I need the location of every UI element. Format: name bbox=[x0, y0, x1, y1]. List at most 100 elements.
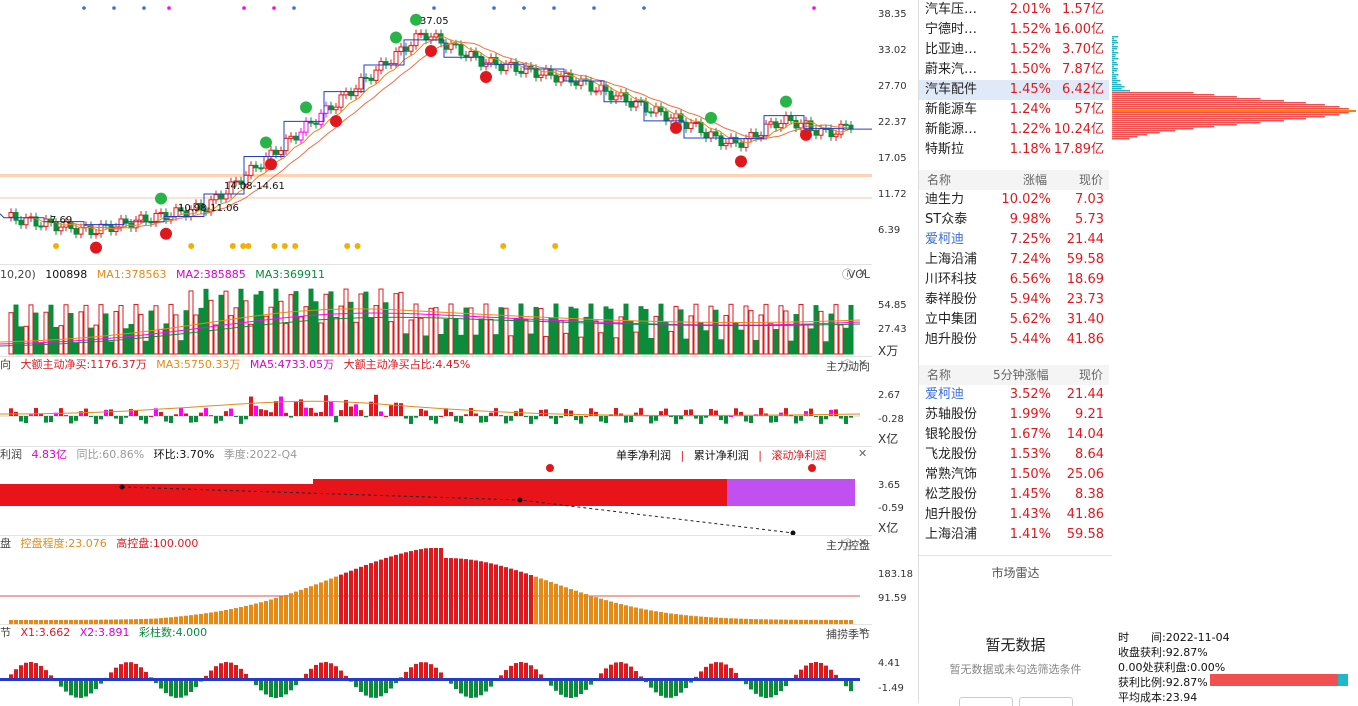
control-bar bbox=[664, 612, 668, 624]
table-row[interactable]: 新能源… 1.22% 10.24亿 bbox=[919, 120, 1109, 140]
catch-bar bbox=[224, 662, 228, 680]
table-row[interactable]: 上海沿浦 7.24% 59.58 bbox=[919, 250, 1109, 270]
catch-bar bbox=[194, 680, 198, 688]
catch-bar bbox=[204, 675, 208, 680]
catch-indicator-name[interactable]: 捕捞季节 bbox=[826, 628, 870, 641]
help-icon[interactable]: ⓘ bbox=[842, 268, 853, 281]
table-row[interactable]: 迪生力 10.02% 7.03 bbox=[919, 190, 1109, 210]
table-row[interactable]: 泰祥股份 5.94% 23.73 bbox=[919, 290, 1109, 310]
volume-bar bbox=[223, 290, 229, 355]
close-icon[interactable]: ✕ bbox=[858, 625, 868, 638]
candle bbox=[443, 42, 449, 50]
flow-bar bbox=[739, 411, 743, 416]
table-row[interactable]: 蔚来汽… 1.50% 7.87亿 bbox=[919, 60, 1109, 80]
col-price[interactable]: 现价 bbox=[1079, 173, 1104, 187]
cell-name: 上海沿浦 bbox=[925, 252, 978, 267]
cell-price: 9.21 bbox=[1075, 407, 1104, 422]
catch-bar bbox=[304, 673, 308, 680]
flow-indicator-name[interactable]: 主力动向 bbox=[826, 360, 870, 373]
table-row[interactable]: 爱柯迪 3.52% 21.44 bbox=[919, 385, 1109, 405]
table-row[interactable]: 汽车配件 1.45% 6.42亿 bbox=[919, 80, 1109, 100]
table-row[interactable]: ST众泰 9.98% 5.73 bbox=[919, 210, 1109, 230]
table-row[interactable]: 川环科技 6.56% 18.69 bbox=[919, 270, 1109, 290]
volume-bar bbox=[543, 335, 549, 355]
close-icon[interactable]: ✕ bbox=[858, 266, 868, 279]
col-name[interactable]: 名称 bbox=[927, 173, 952, 187]
cell-price: 14.04 bbox=[1066, 427, 1104, 442]
flow-bar bbox=[334, 416, 338, 423]
table-row[interactable]: 常熟汽饰 1.50% 25.06 bbox=[919, 465, 1109, 485]
table-row[interactable]: 宁德时… 1.52% 16.00亿 bbox=[919, 20, 1109, 40]
close-icon[interactable]: ✕ bbox=[858, 447, 868, 460]
catch-bar bbox=[359, 680, 363, 692]
cell-name: 蔚来汽… bbox=[925, 62, 978, 77]
col-pct[interactable]: 涨幅 bbox=[1023, 173, 1048, 187]
catch-bar bbox=[679, 680, 683, 693]
support-band bbox=[0, 174, 872, 177]
radar-button[interactable] bbox=[1019, 697, 1073, 706]
tab-quarter-profit[interactable]: 单季净利润 bbox=[616, 449, 671, 462]
control-bar bbox=[689, 615, 693, 624]
flow-bar bbox=[24, 416, 28, 424]
flow-bar bbox=[634, 412, 638, 416]
cell-name: 宁德时… bbox=[925, 22, 978, 37]
volume-bar bbox=[663, 321, 669, 355]
volume-bar bbox=[73, 342, 79, 355]
divider bbox=[0, 264, 872, 265]
chip-ratio-label: 获利比例:92.87% bbox=[1118, 676, 1208, 689]
table-row[interactable]: 爱柯迪 7.25% 21.44 bbox=[919, 230, 1109, 250]
table-row[interactable]: 上海沿浦 1.41% 59.58 bbox=[919, 525, 1109, 545]
buy-marker-icon bbox=[800, 128, 812, 141]
control-bar bbox=[64, 619, 68, 624]
radar-title[interactable]: 市场雷达 bbox=[991, 566, 1040, 580]
table-row[interactable]: 飞龙股份 1.53% 8.64 bbox=[919, 445, 1109, 465]
control-bar bbox=[679, 614, 683, 624]
tab-cumulative-profit[interactable]: 累计净利润 bbox=[693, 449, 749, 462]
candle bbox=[303, 120, 309, 133]
vol-indicator-name[interactable]: VOL bbox=[847, 268, 870, 281]
catch-bar bbox=[354, 680, 358, 688]
chip-bar bbox=[1112, 50, 1114, 52]
volume-bar bbox=[433, 307, 439, 355]
control-indicator-name[interactable]: 主力控盘 bbox=[826, 539, 870, 552]
control-bar bbox=[814, 619, 818, 624]
catch-bar bbox=[264, 680, 268, 695]
kline-chart[interactable] bbox=[0, 0, 872, 262]
cell-name: 飞龙股份 bbox=[925, 447, 978, 462]
col-price[interactable]: 现价 bbox=[1079, 368, 1104, 382]
table-row[interactable]: 松芝股份 1.45% 8.38 bbox=[919, 485, 1109, 505]
help-icon[interactable]: ⓘ bbox=[842, 538, 853, 551]
catch-bar bbox=[244, 673, 248, 680]
table-row[interactable]: 特斯拉 1.18% 17.89亿 bbox=[919, 140, 1109, 160]
radar-button[interactable] bbox=[959, 697, 1013, 706]
table-row[interactable]: 汽车压… 2.01% 1.57亿 bbox=[919, 0, 1109, 20]
volume-bar bbox=[608, 308, 614, 355]
table-row[interactable]: 旭升股份 1.43% 41.86 bbox=[919, 505, 1109, 525]
candle bbox=[353, 88, 359, 97]
control-bar bbox=[294, 591, 298, 624]
volume-bar bbox=[43, 311, 49, 355]
sell-marker-icon bbox=[390, 31, 402, 44]
help-icon[interactable]: ⓘ bbox=[842, 359, 853, 372]
table-row[interactable]: 旭升股份 5.44% 41.86 bbox=[919, 330, 1109, 350]
volume-bar bbox=[398, 291, 404, 355]
chip-date: 时 间:2022-11-04 bbox=[1118, 631, 1230, 644]
table-row[interactable]: 新能源车 1.24% 57亿 bbox=[919, 100, 1109, 120]
tab-rolling-profit[interactable]: 滚动净利润 bbox=[771, 449, 827, 462]
trend-point bbox=[119, 484, 125, 490]
close-icon[interactable]: ✕ bbox=[858, 357, 868, 370]
volume-bar bbox=[278, 300, 284, 355]
box-label-2: 10.98-11.06 bbox=[178, 203, 239, 214]
table-row[interactable]: 银轮股份 1.67% 14.04 bbox=[919, 425, 1109, 445]
close-icon[interactable]: ✕ bbox=[858, 536, 868, 549]
flow-bar bbox=[249, 396, 253, 416]
chart-area[interactable]: 38.35 33.02 27.70 22.37 17.05 11.72 6.39… bbox=[0, 0, 918, 703]
col-name[interactable]: 名称 bbox=[927, 368, 952, 382]
catch-bar bbox=[809, 662, 813, 680]
table-row[interactable]: 立中集团 5.62% 31.40 bbox=[919, 310, 1109, 330]
table-row[interactable]: 比亚迪… 1.52% 3.70亿 bbox=[919, 40, 1109, 60]
candle bbox=[73, 228, 79, 235]
col-pct[interactable]: 5分钟涨幅 bbox=[993, 368, 1049, 382]
volume-bar bbox=[248, 323, 254, 355]
table-row[interactable]: 苏轴股份 1.99% 9.21 bbox=[919, 405, 1109, 425]
